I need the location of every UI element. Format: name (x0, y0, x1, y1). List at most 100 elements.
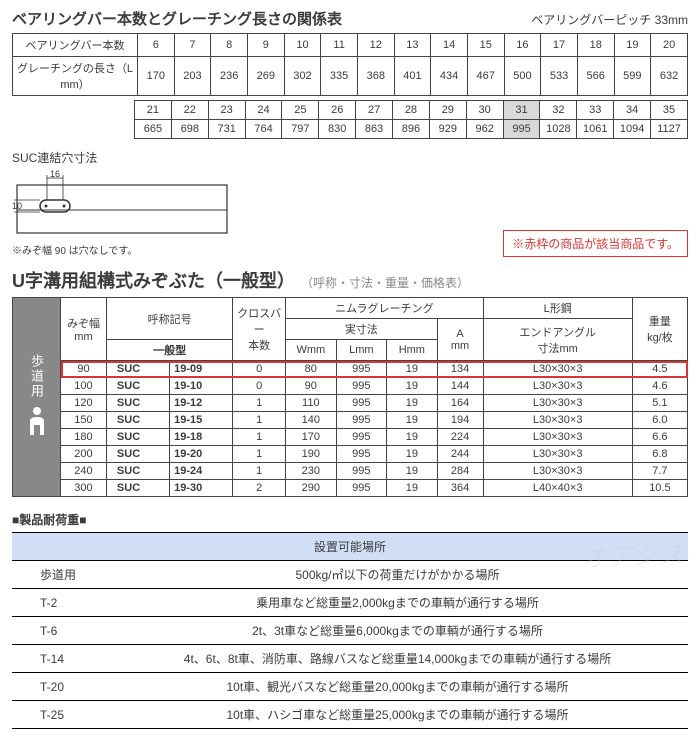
rel2-count-cell: 35 (651, 101, 688, 120)
u-cell: 300 (61, 480, 107, 497)
rel1-len-cell: 269 (247, 57, 284, 96)
u-cell: L30×30×3 (483, 463, 632, 480)
u-cell: 284 (437, 463, 483, 480)
u-cell: 19-30 (170, 480, 233, 497)
rel2-len-cell: 863 (356, 120, 393, 139)
u-cell: 995 (336, 480, 387, 497)
rel2-len-cell: 962 (466, 120, 503, 139)
lc-row: T-2010t車、観光バスなど総重量20,000kgまでの車輌が通行する場所 (12, 673, 688, 701)
u-cell: L30×30×3 (483, 412, 632, 429)
u-row: 180SUC19-18117099519224L30×30×36.6 (61, 429, 688, 446)
rel1-len-cell: 401 (394, 57, 431, 96)
u-cell: 19-12 (170, 395, 233, 412)
rel1-count-cell: 13 (394, 34, 431, 57)
rel1-count-cell: 20 (651, 34, 688, 57)
u-title-row: U字溝用組構式みぞぶた（一般型） （呼称・寸法・重量・価格表） (12, 267, 688, 293)
rel2-len-cell: 797 (282, 120, 319, 139)
rel1-count-cell: 18 (577, 34, 614, 57)
u-cell: 10.5 (632, 480, 687, 497)
suc-dim-w: 16 (50, 170, 60, 179)
u-cell: 290 (286, 480, 337, 497)
u-cell: 4.6 (632, 378, 687, 395)
lc-desc: 10t車、観光バスなど総重量20,000kgまでの車輌が通行する場所 (107, 673, 688, 701)
u-cell: 1 (233, 463, 286, 480)
u-h-lsteel: L形鋼 (483, 298, 632, 319)
u-cell: 364 (437, 480, 483, 497)
u-cell: 170 (286, 429, 337, 446)
u-cell: 90 (61, 361, 107, 378)
u-row: 300SUC19-30229099519364L40×40×310.5 (61, 480, 688, 497)
u-cell: 19 (387, 446, 438, 463)
u-cell: 995 (336, 378, 387, 395)
u-cell: 995 (336, 412, 387, 429)
u-cell: 1 (233, 429, 286, 446)
u-cell: 1 (233, 446, 286, 463)
rel2-count-cell: 28 (393, 101, 430, 120)
u-cell: 19 (387, 378, 438, 395)
u-cell: 995 (336, 361, 387, 378)
lc-desc: 4t、6t、8t車、消防車、路線バスなど総重量14,000kgまでの車輌が通行す… (107, 645, 688, 673)
rel2-len-cell: 1061 (577, 120, 614, 139)
rel2-count-cell: 30 (466, 101, 503, 120)
rel1-count-cell: 11 (321, 34, 358, 57)
rel1-lens-row: グレーチングの長さ（L mm） 170203236269302335368401… (13, 57, 688, 96)
u-cell: SUC (106, 378, 169, 395)
rel2-count-cell: 31 (503, 101, 540, 120)
u-cell: 190 (286, 446, 337, 463)
rel1-len-cell: 599 (614, 57, 651, 96)
rel-table-2: 212223242526272829303132333435 665698731… (134, 100, 688, 139)
rel2-count-cell: 33 (577, 101, 614, 120)
rel1-len-cell: 566 (577, 57, 614, 96)
suc-title: SUC連結穴寸法 (12, 149, 688, 166)
rel-pitch: ベアリングバーピッチ 33mm (531, 11, 688, 28)
u-cell: L30×30×3 (483, 378, 632, 395)
u-cell: 140 (286, 412, 337, 429)
rel2-count-cell: 26 (319, 101, 356, 120)
u-h-amm: A mm (437, 319, 483, 361)
rel-pitch-label: ベアリングバーピッチ (531, 13, 651, 27)
u-h-real: 実寸法 (286, 319, 438, 340)
u-cell: SUC (106, 361, 169, 378)
u-cell: 150 (61, 412, 107, 429)
u-cell: L40×40×3 (483, 480, 632, 497)
rel2-count-cell: 21 (135, 101, 172, 120)
u-cell: L30×30×3 (483, 446, 632, 463)
rel2-len-cell: 731 (208, 120, 245, 139)
lc-header: 設置可能場所 (12, 533, 688, 561)
u-cell: 194 (437, 412, 483, 429)
u-title: U字溝用組構式みぞぶた（一般型） (12, 267, 295, 293)
rel1-count-cell: 12 (357, 34, 394, 57)
u-cell: 0 (233, 361, 286, 378)
u-h-mizo: みぞ幅 mm (61, 298, 107, 361)
u-cell: 6.0 (632, 412, 687, 429)
u-cell: 244 (437, 446, 483, 463)
u-cell: 90 (286, 378, 337, 395)
rel-title: ベアリングバー本数とグレーチング長さの関係表 (12, 8, 342, 29)
lc-table: 設置可能場所 歩道用500kg/㎡以下の荷重だけがかかる場所T-2乗用車など総重… (12, 532, 688, 729)
rel1-count-cell: 15 (467, 34, 504, 57)
u-h-l: Lmm (336, 340, 387, 361)
u-cell: 1 (233, 412, 286, 429)
u-cell: 164 (437, 395, 483, 412)
rel1-count-cell: 9 (247, 34, 284, 57)
u-cell: 6.8 (632, 446, 687, 463)
u-cell: 4.5 (632, 361, 687, 378)
u-cell: 110 (286, 395, 337, 412)
rel2-len-cell: 929 (429, 120, 466, 139)
product-note-box: ※赤枠の商品が該当商品です。 (503, 230, 688, 257)
u-row: 90SUC19-0908099519134L30×30×34.5 (61, 361, 688, 378)
rel2-len-cell: 665 (135, 120, 172, 139)
rel-table-2-wrap: 212223242526272829303132333435 665698731… (12, 100, 688, 139)
rel1-count-cell: 17 (541, 34, 578, 57)
u-h-kigou: 呼称記号 (106, 298, 232, 340)
u-cell: 120 (61, 395, 107, 412)
rel2-len-cell: 764 (245, 120, 282, 139)
rel2-len-cell: 995 (503, 120, 540, 139)
u-row: 200SUC19-20119099519244L30×30×36.8 (61, 446, 688, 463)
u-cell: L30×30×3 (483, 361, 632, 378)
u-table: みぞ幅 mm 呼称記号 クロスバー 本数 ニムラグレーチング L形鋼 重量 kg… (60, 297, 688, 497)
rel2-len-cell: 698 (171, 120, 208, 139)
u-table-wrap: 歩道用 みぞ幅 mm 呼称記号 クロスバー 本数 ニムラグレーチング L形鋼 重… (12, 297, 688, 497)
lc-row: T-62t、3t車など総重量6,000kgまでの車輌が通行する場所 (12, 617, 688, 645)
lc-row: T-2乗用車など総重量2,000kgまでの車輌が通行する場所 (12, 589, 688, 617)
